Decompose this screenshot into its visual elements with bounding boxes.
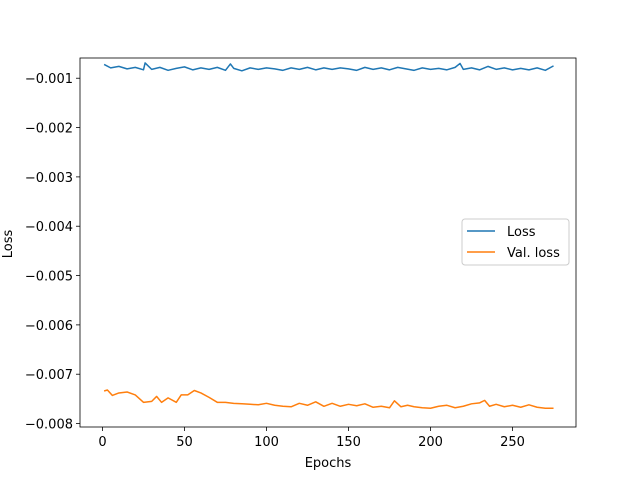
y-tick-label: −0.007 (25, 368, 73, 383)
y-axis-label: Loss (1, 230, 16, 259)
y-tick-label: −0.008 (25, 418, 73, 433)
legend-label-1: Val. loss (507, 246, 560, 261)
y-tick-label: −0.001 (25, 72, 73, 87)
x-axis-ticks: 0 50 100 150 200 250 (98, 427, 525, 450)
x-tick-label: 200 (418, 435, 443, 450)
x-tick-label: 150 (336, 435, 361, 450)
axes-frame (79, 57, 577, 428)
y-tick-label: −0.005 (25, 270, 73, 285)
y-tick-label: −0.006 (25, 319, 73, 334)
legend-label-0: Loss (507, 225, 536, 240)
y-tick-label: −0.004 (25, 220, 73, 235)
y-tick-label: −0.002 (25, 122, 73, 137)
x-tick-label: 250 (500, 435, 525, 450)
y-axis-ticks: −0.001 −0.002 −0.003 −0.004 −0.005 −0.006 −0.0… (25, 72, 80, 433)
y-tick-label: −0.003 (25, 171, 73, 186)
series-line-1 (103, 389, 554, 409)
x-tick-label: 100 (254, 435, 279, 450)
x-tick-label: 0 (98, 435, 106, 450)
series-line-0 (103, 62, 554, 72)
plot-area (79, 57, 577, 428)
x-tick-label: 50 (176, 435, 193, 450)
legend: Loss Val. loss (461, 218, 570, 266)
x-axis-label: Epochs (305, 456, 352, 471)
